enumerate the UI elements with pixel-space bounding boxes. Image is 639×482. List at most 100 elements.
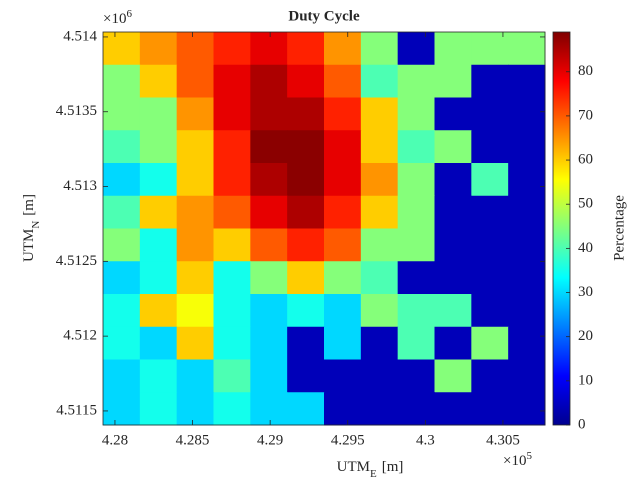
heatmap-cell [324,130,361,163]
y-multiplier-base: ×10 [103,11,126,27]
heatmap-cell [214,32,251,65]
heatmap-cell [140,392,177,425]
heatmap-cell [287,294,324,327]
heatmap-cell [324,294,361,327]
colorbar [553,32,570,425]
heatmap-cell [287,229,324,262]
heatmap-cell [508,130,545,163]
y-axis-label-unit: [m] [21,194,37,216]
colorbar-tick-label: 60 [578,151,593,167]
heatmap-cell [250,130,287,163]
heatmap-cell [214,261,251,294]
heatmap-cell [177,392,214,425]
heatmap-cell [287,32,324,65]
heatmap-cell [361,229,398,262]
heatmap-cell [140,294,177,327]
heatmap-cell [361,65,398,98]
heatmap-cell [435,294,472,327]
heatmap-cell [177,261,214,294]
heatmap-cell [103,32,140,65]
heatmap-cell [508,98,545,131]
heatmap-cell [324,98,361,131]
heatmap-cell [140,32,177,65]
heatmap-cell [214,130,251,163]
heatmap-cell [140,65,177,98]
colorbar-tick-label: 0 [578,416,586,432]
heatmap-cell [140,327,177,360]
heatmap-cell [435,327,472,360]
heatmap-cell [435,130,472,163]
y-tick-label: 4.512 [63,328,97,344]
heatmap-cell [435,392,472,425]
heatmap-cell [361,294,398,327]
chart: Duty Cycle 4.284.2854.294.2954.34.3054.5… [0,0,639,482]
heatmap-cell [471,163,508,196]
colorbar-tick-label: 30 [578,284,593,300]
heatmap-cell [103,65,140,98]
heatmap-cell [250,98,287,131]
heatmap-cell [287,65,324,98]
y-tick-label: 4.513 [63,178,97,194]
x-tick-label: 4.28 [102,432,128,448]
heatmap-cell [287,327,324,360]
heatmap-cell [214,98,251,131]
heatmap-cell [214,229,251,262]
heatmap-cell [471,229,508,262]
y-tick-label: 4.5115 [56,402,97,418]
y-axis-label-base: UTM [21,229,37,262]
heatmap-cell [287,98,324,131]
heatmap-cell [140,360,177,393]
heatmap-cell [324,196,361,229]
colorbar-tick-label: 50 [578,196,593,212]
heatmap-cell [508,196,545,229]
x-tick-label: 4.295 [331,432,365,448]
heatmap-cell [361,98,398,131]
heatmap-cell [508,32,545,65]
y-tick-label: 4.5125 [56,253,97,269]
heatmap-cell [250,360,287,393]
heatmap-cell [435,196,472,229]
heatmap-cell [140,163,177,196]
heatmap-cell [398,261,435,294]
heatmap-cell [177,196,214,229]
heatmap-cell [324,261,361,294]
heatmap-cell [287,261,324,294]
heatmap-cell [177,163,214,196]
chart-title: Duty Cycle [288,8,360,24]
heatmap-cell [177,327,214,360]
heatmap-cell [287,130,324,163]
heatmap-cell [508,392,545,425]
heatmap-cell [398,229,435,262]
colorbar-label: Percentage [611,195,627,261]
x-multiplier-base: ×10 [503,453,526,469]
heatmap-cell [214,163,251,196]
heatmap-cell [508,229,545,262]
heatmap-cell [398,65,435,98]
heatmap-cell [214,294,251,327]
heatmap-cell [324,327,361,360]
heatmap-cell [435,229,472,262]
heatmap-cell [214,327,251,360]
heatmap-cell [398,196,435,229]
y-multiplier: ×106 [103,8,132,28]
heatmap-cell [471,65,508,98]
heatmap-cell [508,261,545,294]
heatmap-cell [435,32,472,65]
heatmap-cell [140,229,177,262]
heatmap-cell [177,32,214,65]
heatmap-cell [103,360,140,393]
x-axis-label-sub: E [370,468,377,480]
heatmap-cell [398,32,435,65]
y-tick-label: 4.514 [63,28,97,44]
heatmap-cell [398,294,435,327]
heatmap-cell [287,163,324,196]
heatmap-cell [324,163,361,196]
heatmap-cell [361,327,398,360]
y-axis-label: UTMN[m] [21,194,41,262]
heatmap-cell [287,360,324,393]
heatmap-cell [398,392,435,425]
heatmap-cell [361,392,398,425]
heatmap-cell [471,261,508,294]
heatmap-cell [250,294,287,327]
x-tick-label: 4.285 [176,432,210,448]
